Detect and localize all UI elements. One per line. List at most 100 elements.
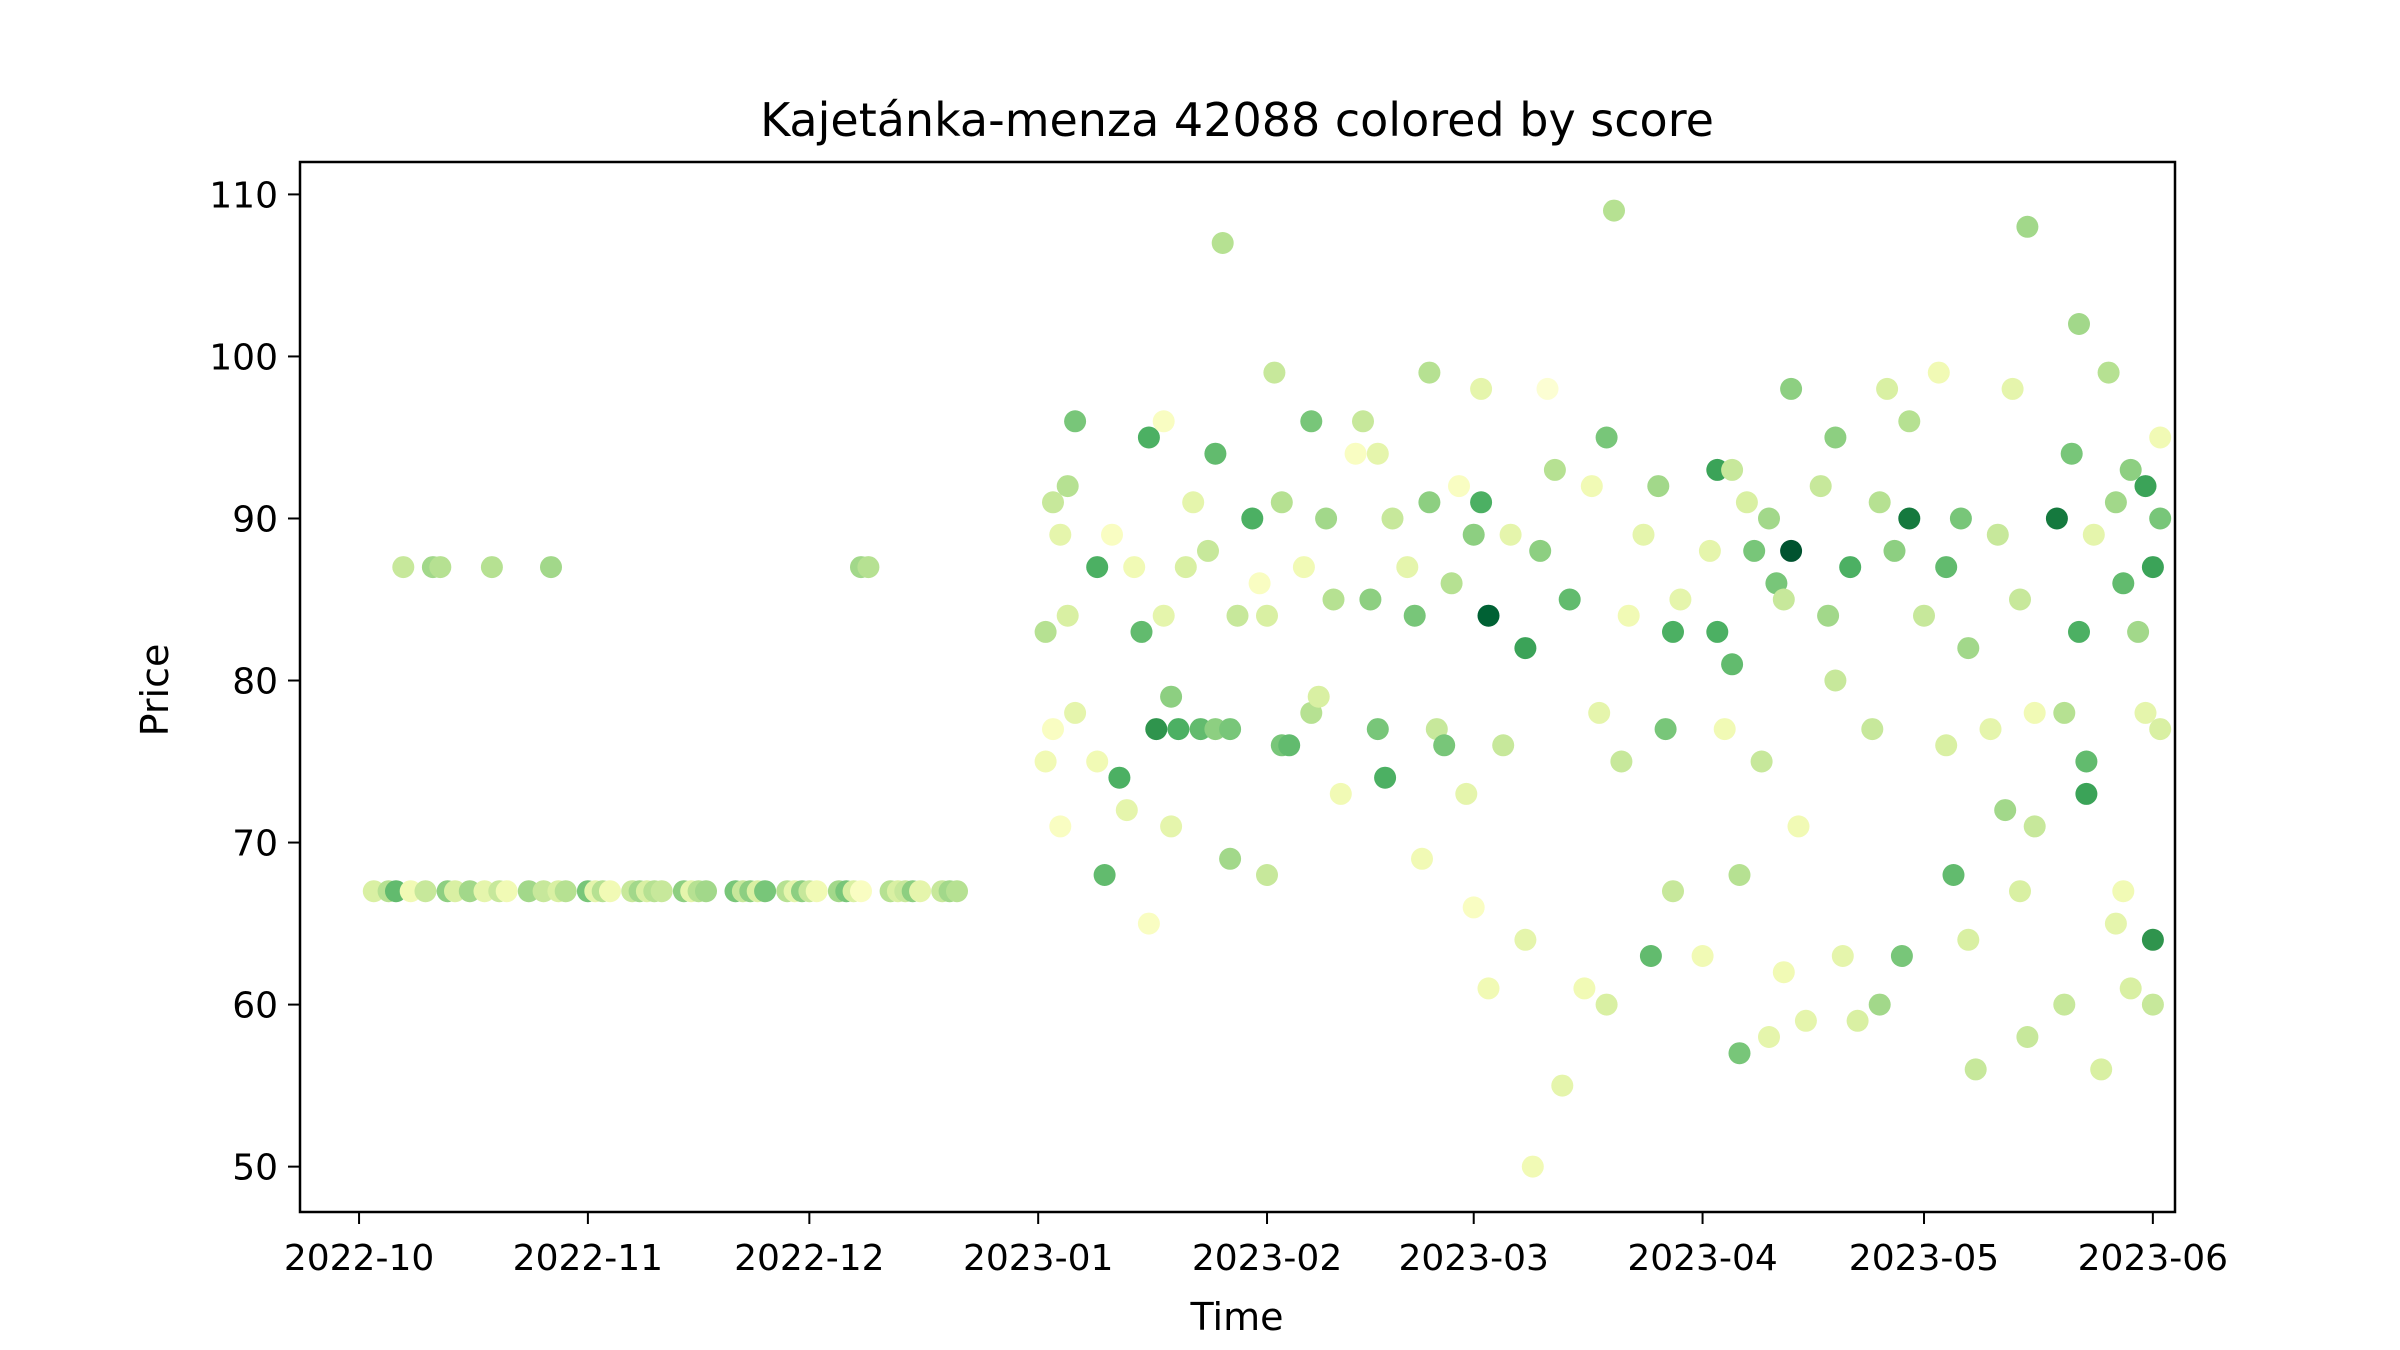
scatter-point (1861, 718, 1884, 741)
scatter-point (1448, 475, 1470, 498)
scatter-point (2127, 620, 2150, 643)
x-tick-label: 2023-06 (2078, 1238, 2228, 1279)
scatter-point (1152, 604, 1175, 627)
scatter-point (1809, 475, 1832, 498)
scatter-point (1219, 718, 1242, 741)
scatter-point (1418, 491, 1441, 514)
scatter-point (1108, 766, 1131, 789)
scatter-point (392, 556, 415, 579)
y-tick-label: 50 (232, 1148, 278, 1189)
scatter-point (2104, 491, 2127, 514)
scatter-point (1477, 604, 1500, 627)
y-tick-label: 110 (209, 175, 278, 216)
scatter-point (909, 880, 932, 903)
scatter-point (2023, 815, 2046, 838)
scatter-point (1049, 815, 1072, 838)
scatter-point (1824, 426, 1847, 449)
scatter-point (1890, 945, 1913, 967)
scatter-point (1137, 426, 1160, 449)
scatter-point (1949, 507, 1972, 530)
scatter-point (1876, 377, 1899, 400)
scatter-point (2112, 880, 2135, 903)
scatter-point (480, 556, 503, 579)
scatter-point (1307, 685, 1330, 708)
scatter-point (1632, 523, 1655, 546)
scatter-point (2119, 458, 2142, 481)
scatter-point (1514, 637, 1537, 660)
scatter-point (1610, 750, 1633, 773)
scatter-point (1403, 604, 1426, 627)
scatter-point (695, 880, 717, 903)
scatter-point (1034, 620, 1057, 643)
scatter-point (2112, 572, 2135, 595)
scatter-point (1270, 491, 1293, 514)
scatter-point (1086, 556, 1109, 579)
x-axis-label: Time (1190, 1295, 1284, 1339)
x-tick-label: 2023-01 (963, 1238, 1113, 1279)
x-tick-label: 2022-11 (513, 1238, 663, 1279)
y-tick-label: 60 (232, 986, 278, 1027)
scatter-point (1455, 782, 1478, 805)
scatter-point (1123, 556, 1146, 579)
scatter-point (1935, 556, 1958, 579)
scatter-point (1588, 701, 1611, 724)
scatter-point (1558, 588, 1581, 611)
scatter-point (2141, 993, 2164, 1016)
scatter-point (1064, 701, 1087, 724)
scatter-point (1167, 718, 1190, 741)
scatter-point (1728, 864, 1751, 886)
scatter-point (1433, 734, 1456, 757)
scatter-point (1713, 718, 1736, 741)
scatter-point (2075, 782, 2098, 805)
scatter-point (1462, 896, 1485, 919)
scatter-point (857, 556, 880, 579)
scatter-point (1691, 945, 1714, 967)
scatter-point (1846, 1009, 1869, 1032)
scatter-point (1662, 880, 1684, 903)
scatter-point (1721, 458, 1744, 481)
scatter-point (599, 880, 621, 903)
scatter-point (1735, 491, 1758, 514)
scatter-point (1780, 377, 1803, 400)
scatter-point (1315, 507, 1338, 530)
scatter-point (2134, 701, 2157, 724)
scatter-point (1219, 847, 1242, 870)
scatter-point (1492, 734, 1515, 757)
scatter-point (1440, 572, 1463, 595)
scatter-point (805, 880, 828, 903)
scatter-point (1647, 475, 1670, 498)
scatter-point (650, 880, 673, 903)
scatter-point (2009, 588, 2031, 611)
scatter-point (1152, 410, 1175, 433)
y-axis: 50 60 70 80 90 100 110 (209, 175, 300, 1189)
scatter-point (1241, 507, 1264, 530)
scatter-point (1374, 766, 1397, 789)
scatter-point (1898, 507, 1921, 530)
scatter-point (1831, 945, 1854, 967)
plot-frame (298, 160, 2177, 1214)
x-tick-label: 2022-12 (734, 1238, 884, 1279)
scatter-point (1957, 928, 1980, 951)
scatter-point (1580, 475, 1603, 498)
scatter-point (1499, 523, 1522, 546)
scatter-point (1034, 750, 1057, 773)
scatter-point (1411, 847, 1433, 870)
scatter-point (1728, 1042, 1751, 1065)
scatter-point (1698, 539, 1721, 562)
scatter-point (1942, 864, 1965, 886)
scatter-point (946, 880, 968, 903)
scatter-point (1256, 864, 1278, 886)
scatter-point (1772, 961, 1795, 984)
x-axis: 2022-10 2022-11 2022-12 2023-01 2023-02 2023-… (284, 1212, 2228, 1279)
scatter-point (1935, 734, 1958, 757)
scatter-point (2001, 377, 2024, 400)
scatter-point (1898, 410, 1921, 433)
scatter-point (554, 880, 577, 903)
y-tick-label: 80 (232, 662, 278, 703)
scatter-point (1639, 945, 1662, 967)
scatter-point (1787, 815, 1810, 838)
scatter-point (2149, 426, 2172, 449)
x-tick-label: 2023-02 (1192, 1238, 1342, 1279)
